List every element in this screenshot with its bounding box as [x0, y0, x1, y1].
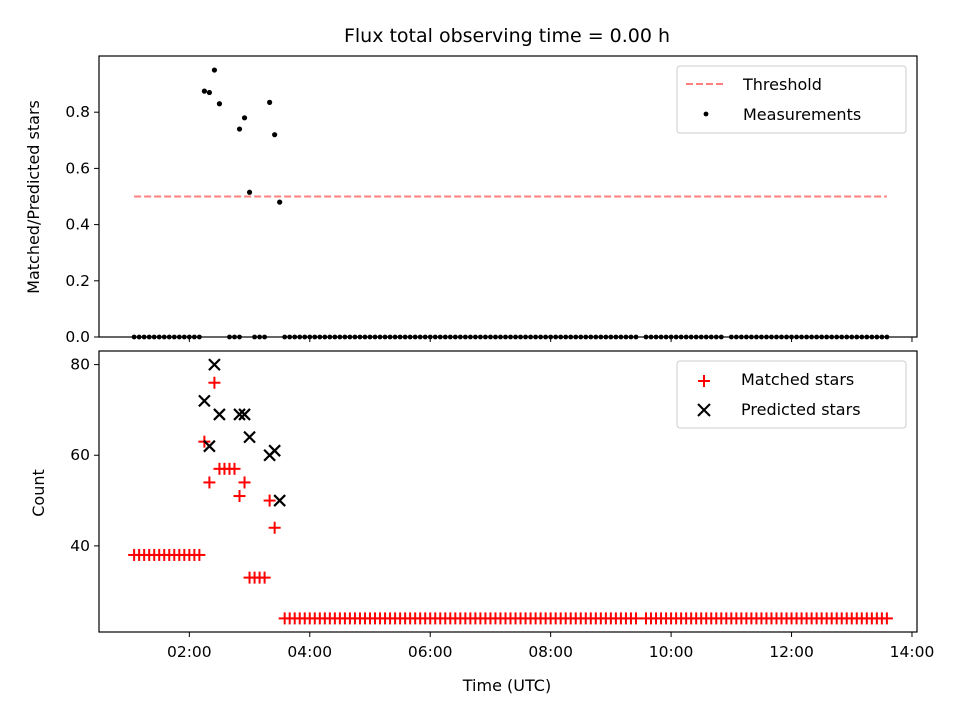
- top-y-tick-label: 0.6: [65, 159, 90, 177]
- legend-predicted-label: Predicted stars: [741, 400, 861, 419]
- bottom-y-tick-label: 40: [70, 537, 90, 555]
- bottom-data-marks: [128, 358, 893, 625]
- measurement-point: [206, 89, 213, 96]
- matched-star-point: [233, 490, 246, 503]
- measurement-point: [277, 199, 283, 205]
- x-tick-label: 12:00: [769, 643, 814, 661]
- matched-star-point: [268, 521, 281, 534]
- bottom-plot-frame: [98, 350, 918, 633]
- predicted-star-point: [243, 430, 256, 444]
- measurement-point: [246, 189, 253, 195]
- predicted-star-point: [213, 408, 226, 421]
- top-plot-frame: [98, 55, 918, 338]
- top-y-tick-label: 0.2: [65, 272, 90, 290]
- measurement-point: [216, 101, 223, 107]
- predicted-star-point: [273, 494, 286, 507]
- measurement-point: [267, 99, 273, 105]
- matched-star-point: [263, 494, 276, 507]
- legend-threshold-label: Threshold: [742, 75, 822, 94]
- bottom-y-tick-label: 60: [70, 446, 90, 464]
- predicted-star-point: [203, 439, 216, 453]
- matched-star-point: [228, 462, 241, 475]
- matched-star-point: [258, 571, 271, 584]
- x-tick-label: 06:00: [408, 643, 453, 661]
- bottom-y-tick-label: 80: [70, 356, 90, 374]
- legend-measurements-swatch: [703, 111, 709, 117]
- legend-matched-swatch: [698, 375, 710, 387]
- top-legend-box: [676, 65, 907, 134]
- matched-star-point: [629, 612, 642, 625]
- matched-star-point: [203, 476, 216, 489]
- measurement-point: [241, 115, 248, 121]
- top-y-axis-label: Matched/Predicted stars: [24, 100, 43, 294]
- predicted-star-point: [238, 408, 251, 421]
- top-panel: Flux total observing time = 0.00 h Match…: [24, 25, 918, 346]
- matched-star-point: [208, 376, 221, 389]
- legend-matched-label: Matched stars: [741, 370, 854, 389]
- bottom-legend-box: [676, 360, 907, 429]
- legend-measurements-label: Measurements: [743, 105, 861, 124]
- x-tick-label: 02:00: [167, 643, 212, 661]
- matched-star-point: [238, 476, 251, 489]
- x-ticks: 02:00 04:00 06:00 08:00 10:00 12:00 14:00: [167, 632, 934, 661]
- x-tick-label: 14:00: [890, 643, 935, 661]
- matched-star-point: [880, 612, 893, 625]
- x-tick-label: 04:00: [287, 643, 332, 661]
- top-y-tick-label: 0.4: [65, 216, 90, 234]
- bottom-legend: Matched stars Predicted stars: [676, 360, 907, 429]
- measurement-point: [272, 132, 278, 138]
- predicted-star-point: [268, 444, 281, 457]
- bottom-y-axis-label: Count: [29, 469, 48, 517]
- top-legend: Threshold Measurements: [676, 65, 907, 134]
- x-axis-label: Time (UTC): [462, 676, 551, 695]
- legend-predicted-swatch: [697, 403, 711, 417]
- predicted-star-point: [233, 408, 246, 421]
- measurement-point: [201, 88, 207, 94]
- x-tick-label: 08:00: [528, 643, 573, 661]
- top-y-tick-label: 0.8: [65, 103, 90, 121]
- x-tick-label: 10:00: [649, 643, 694, 661]
- predicted-star-point: [198, 394, 211, 408]
- bottom-y-ticks: 40 60 80: [70, 356, 99, 555]
- matched-star-point: [193, 548, 206, 561]
- top-y-ticks: 0.0 0.2 0.4 0.6 0.8: [65, 103, 99, 346]
- predicted-star-point: [208, 358, 221, 371]
- top-y-tick-label: 0.0: [65, 328, 90, 346]
- chart-title: Flux total observing time = 0.00 h: [344, 25, 670, 47]
- measurement-point: [236, 126, 243, 132]
- measurement-point: [211, 67, 218, 73]
